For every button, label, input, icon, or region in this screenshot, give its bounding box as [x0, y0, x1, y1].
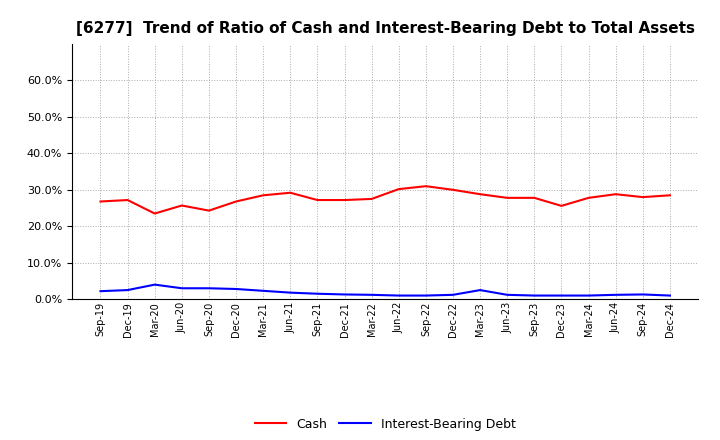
Interest-Bearing Debt	[530, 293, 539, 298]
Cash	[503, 195, 511, 201]
Cash	[232, 199, 240, 204]
Line: Cash: Cash	[101, 186, 670, 213]
Interest-Bearing Debt	[313, 291, 322, 297]
Interest-Bearing Debt	[503, 292, 511, 297]
Interest-Bearing Debt	[557, 293, 566, 298]
Cash	[204, 208, 213, 213]
Cash	[341, 198, 349, 203]
Line: Interest-Bearing Debt: Interest-Bearing Debt	[101, 285, 670, 296]
Cash	[395, 187, 403, 192]
Interest-Bearing Debt	[421, 293, 430, 298]
Interest-Bearing Debt	[259, 288, 268, 293]
Cash	[611, 191, 620, 197]
Cash	[584, 195, 593, 201]
Cash	[530, 195, 539, 201]
Cash	[639, 194, 647, 200]
Cash	[96, 199, 105, 204]
Cash	[123, 198, 132, 203]
Interest-Bearing Debt	[639, 292, 647, 297]
Cash	[150, 211, 159, 216]
Interest-Bearing Debt	[123, 287, 132, 293]
Interest-Bearing Debt	[395, 293, 403, 298]
Cash	[286, 190, 294, 195]
Cash	[449, 187, 457, 192]
Interest-Bearing Debt	[232, 286, 240, 292]
Cash	[421, 183, 430, 189]
Interest-Bearing Debt	[150, 282, 159, 287]
Cash	[476, 191, 485, 197]
Interest-Bearing Debt	[367, 292, 376, 297]
Legend: Cash, Interest-Bearing Debt: Cash, Interest-Bearing Debt	[250, 413, 521, 436]
Interest-Bearing Debt	[665, 293, 674, 298]
Interest-Bearing Debt	[96, 289, 105, 294]
Interest-Bearing Debt	[476, 287, 485, 293]
Interest-Bearing Debt	[584, 293, 593, 298]
Interest-Bearing Debt	[178, 286, 186, 291]
Cash	[557, 203, 566, 209]
Interest-Bearing Debt	[286, 290, 294, 295]
Cash	[313, 198, 322, 203]
Title: [6277]  Trend of Ratio of Cash and Interest-Bearing Debt to Total Assets: [6277] Trend of Ratio of Cash and Intere…	[76, 21, 695, 36]
Interest-Bearing Debt	[611, 292, 620, 297]
Interest-Bearing Debt	[204, 286, 213, 291]
Interest-Bearing Debt	[449, 292, 457, 297]
Cash	[259, 193, 268, 198]
Cash	[367, 196, 376, 202]
Cash	[665, 193, 674, 198]
Cash	[178, 203, 186, 208]
Interest-Bearing Debt	[341, 292, 349, 297]
